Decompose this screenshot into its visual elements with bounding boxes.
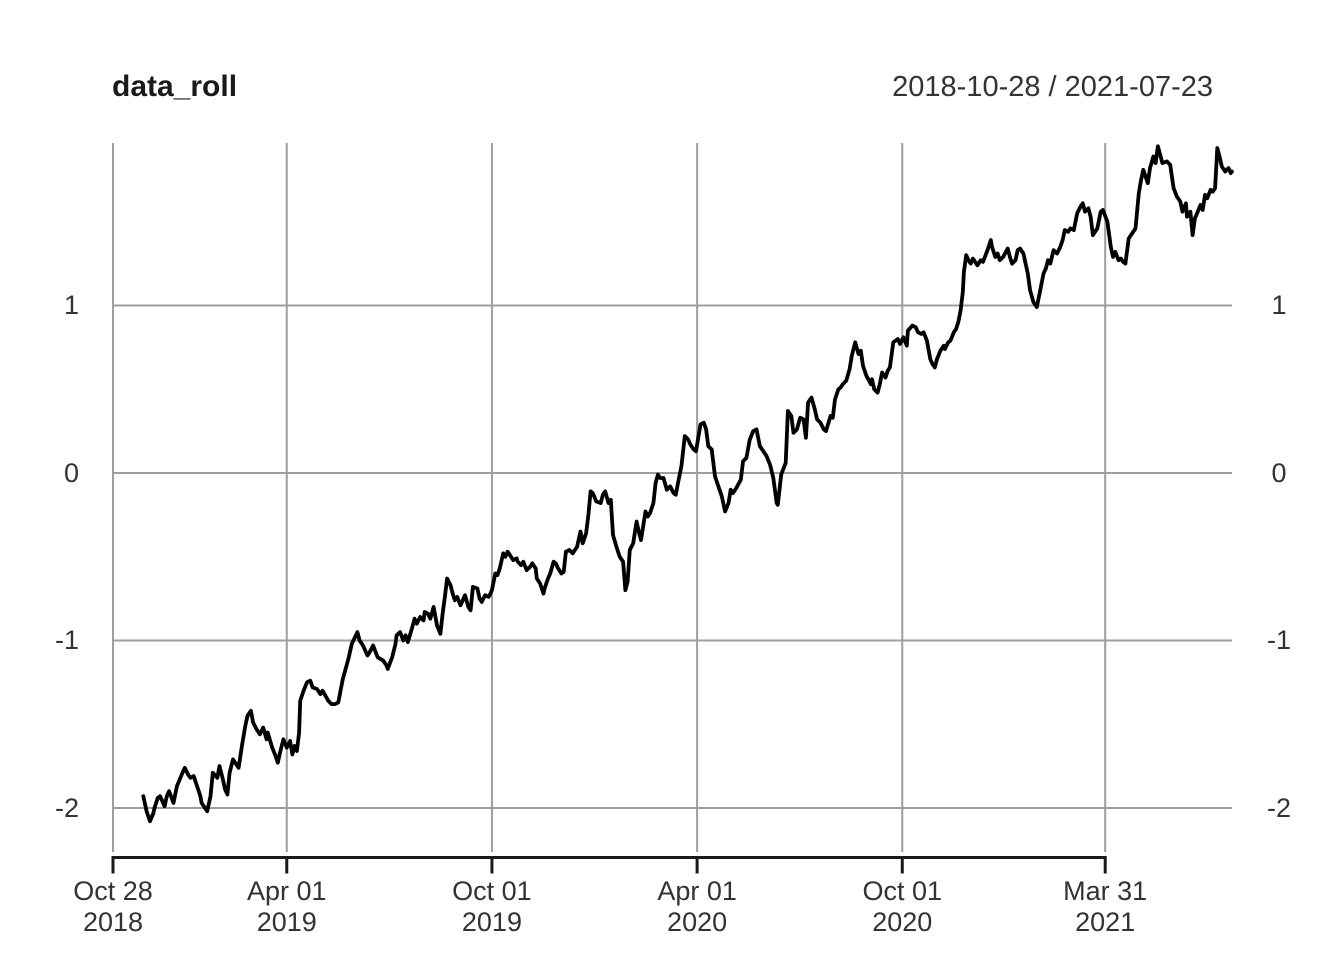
y-axis-label-left: -2: [54, 792, 79, 823]
x-axis-label: Apr 01 2019: [202, 876, 372, 938]
x-axis-label-year: 2018: [82, 907, 144, 937]
x-axis-label: Mar 31 2021: [1020, 876, 1190, 938]
y-axis-label-left: 0: [63, 457, 79, 488]
x-axis-label-date: Oct 01: [452, 876, 532, 906]
x-axis-label-date: Apr 01: [246, 876, 327, 906]
x-axis-label-year: 2021: [1075, 907, 1136, 937]
date-range-label: 2018-10-28 / 2021-07-23: [892, 71, 1213, 103]
y-axis-label-right: 0: [1271, 457, 1287, 488]
y-axis-label-right: -2: [1266, 792, 1291, 823]
x-axis-label-year: 2020: [667, 907, 728, 937]
x-axis-label: Oct 01 2019: [407, 876, 577, 938]
x-axis-label-date: Oct 01: [862, 876, 943, 906]
y-axis-label-left: -1: [54, 625, 79, 656]
x-axis-label: Oct 28 2018: [28, 876, 198, 938]
data-roll-series-line: [141, 144, 1234, 824]
y-axis-label-right: 1: [1271, 290, 1287, 321]
x-axis-label-date: Mar 31: [1063, 876, 1148, 906]
x-axis-label: Oct 01 2020: [817, 876, 987, 938]
x-axis-label-year: 2020: [872, 907, 933, 937]
x-axis-label-year: 2019: [256, 907, 317, 937]
chart-title: data_roll: [112, 70, 238, 103]
y-axis-label-right: -1: [1266, 625, 1291, 656]
x-axis-label: Apr 01 2020: [612, 876, 782, 938]
x-axis-label-year: 2019: [461, 907, 522, 937]
x-axis-label-date: Oct 28: [73, 876, 153, 906]
x-axis-label-date: Apr 01: [657, 876, 737, 906]
y-axis-label-left: 1: [63, 290, 79, 321]
